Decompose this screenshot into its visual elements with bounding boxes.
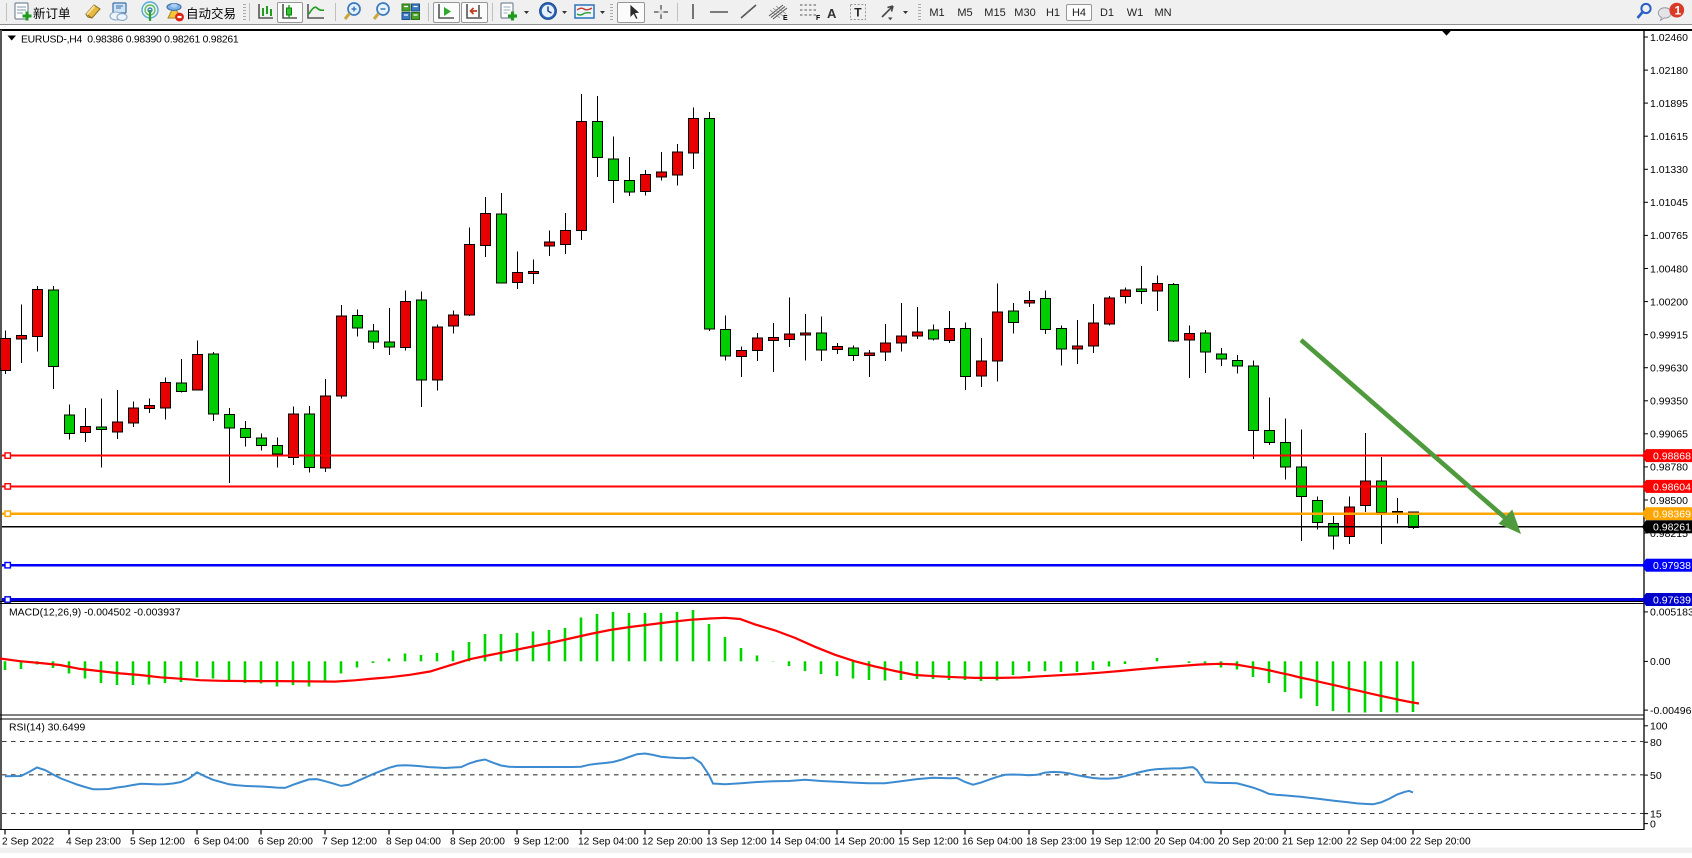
svg-text:9 Sep 12:00: 9 Sep 12:00 — [514, 837, 569, 848]
svg-text:13 Sep 12:00: 13 Sep 12:00 — [706, 837, 767, 848]
svg-text:1: 1 — [1675, 3, 1682, 17]
svg-text:12 Sep 20:00: 12 Sep 20:00 — [642, 837, 703, 848]
svg-text:1.01045: 1.01045 — [1650, 197, 1688, 209]
svg-text:12 Sep 04:00: 12 Sep 04:00 — [578, 837, 639, 848]
svg-text:T: T — [854, 6, 862, 20]
svg-text:15: 15 — [1650, 808, 1662, 820]
svg-text:EURUSD-,H4 0.98386 0.98390 0.: EURUSD-,H4 0.98386 0.98390 0.98261 0.982… — [21, 34, 239, 45]
svg-text:21 Sep 12:00: 21 Sep 12:00 — [1282, 837, 1343, 848]
svg-text:1.01330: 1.01330 — [1650, 164, 1688, 176]
svg-text:0.97639: 0.97639 — [1653, 594, 1691, 606]
svg-text:1.00200: 1.00200 — [1650, 296, 1688, 308]
svg-text:6 Sep 04:00: 6 Sep 04:00 — [194, 837, 249, 848]
svg-text:0.98369: 0.98369 — [1653, 509, 1691, 521]
svg-text:0.00: 0.00 — [1650, 656, 1671, 668]
svg-text:0.98868: 0.98868 — [1653, 451, 1691, 463]
svg-text:2 Sep 2022: 2 Sep 2022 — [2, 837, 54, 848]
svg-text:0.98261: 0.98261 — [1653, 522, 1691, 534]
svg-text:22 Sep 04:00: 22 Sep 04:00 — [1346, 837, 1407, 848]
svg-text:22 Sep 20:00: 22 Sep 20:00 — [1410, 837, 1471, 848]
svg-text:14 Sep 04:00: 14 Sep 04:00 — [770, 837, 831, 848]
svg-text:0.99915: 0.99915 — [1650, 329, 1688, 341]
svg-text:1.02180: 1.02180 — [1650, 65, 1688, 77]
svg-text:1.00765: 1.00765 — [1650, 230, 1688, 242]
svg-text:8 Sep 20:00: 8 Sep 20:00 — [450, 837, 505, 848]
svg-text:16 Sep 04:00: 16 Sep 04:00 — [962, 837, 1023, 848]
svg-text:6 Sep 20:00: 6 Sep 20:00 — [258, 837, 313, 848]
svg-text:0.97938: 0.97938 — [1653, 560, 1691, 572]
svg-text:F: F — [816, 15, 821, 22]
svg-text:-0.004963: -0.004963 — [1650, 705, 1692, 717]
svg-text:80: 80 — [1650, 737, 1662, 749]
svg-text:0.99350: 0.99350 — [1650, 396, 1688, 408]
svg-text:20 Sep 04:00: 20 Sep 04:00 — [1154, 837, 1215, 848]
svg-text:5 Sep 12:00: 5 Sep 12:00 — [130, 837, 185, 848]
svg-text:MACD(12,26,9) -0.004502 -0.003: MACD(12,26,9) -0.004502 -0.003937 — [9, 608, 181, 619]
svg-text:7 Sep 12:00: 7 Sep 12:00 — [322, 837, 377, 848]
svg-text:0.98604: 0.98604 — [1653, 481, 1691, 493]
svg-text:0.99630: 0.99630 — [1650, 363, 1688, 375]
svg-text:50: 50 — [1650, 770, 1662, 782]
svg-text:19 Sep 12:00: 19 Sep 12:00 — [1090, 837, 1151, 848]
svg-text:20 Sep 20:00: 20 Sep 20:00 — [1218, 837, 1279, 848]
svg-text:1.01895: 1.01895 — [1650, 98, 1688, 110]
svg-text:0.98500: 0.98500 — [1650, 495, 1688, 507]
svg-text:14 Sep 20:00: 14 Sep 20:00 — [834, 837, 895, 848]
svg-text:1.01615: 1.01615 — [1650, 131, 1688, 143]
svg-text:0.98780: 0.98780 — [1650, 462, 1688, 474]
svg-text:0: 0 — [1650, 818, 1656, 830]
svg-text:0.005183: 0.005183 — [1650, 607, 1692, 619]
svg-text:E: E — [783, 15, 788, 22]
svg-text:1.02460: 1.02460 — [1650, 32, 1688, 44]
svg-text:1.00480: 1.00480 — [1650, 263, 1688, 275]
svg-text:18 Sep 23:00: 18 Sep 23:00 — [1026, 837, 1087, 848]
svg-text:100: 100 — [1650, 721, 1668, 733]
svg-text:8 Sep 04:00: 8 Sep 04:00 — [386, 837, 441, 848]
svg-text:4 Sep 23:00: 4 Sep 23:00 — [66, 837, 121, 848]
svg-text:0.99065: 0.99065 — [1650, 429, 1688, 441]
svg-text:RSI(14) 30.6499: RSI(14) 30.6499 — [9, 723, 85, 734]
svg-text:15 Sep 12:00: 15 Sep 12:00 — [898, 837, 959, 848]
